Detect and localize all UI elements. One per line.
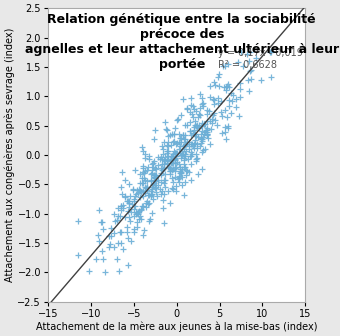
Text: Relation génétique entre la sociabilité précoce des
agnelles et leur attachement: Relation génétique entre la sociabilité … (25, 12, 339, 71)
X-axis label: Attachement de la mère aux jeunes à la mise-bas (index): Attachement de la mère aux jeunes à la m… (36, 321, 317, 332)
Text: y = 0,17x - 0,019
R² = 0,6628: y = 0,17x - 0,019 R² = 0,6628 (218, 48, 303, 70)
Y-axis label: Attachement aux congénères après sevrage (index): Attachement aux congénères après sevrage… (4, 28, 15, 282)
